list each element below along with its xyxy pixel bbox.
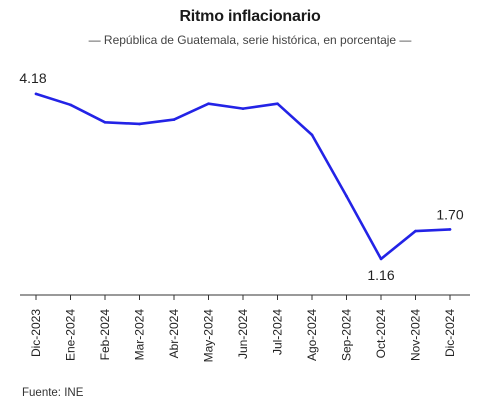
chart-subtitle: — República de Guatemala, serie históric… bbox=[88, 33, 412, 47]
data-point bbox=[172, 118, 176, 121]
x-tick-label: Nov-2024 bbox=[409, 309, 423, 361]
data-point bbox=[414, 229, 417, 233]
x-tick-label: Dic-2024 bbox=[443, 309, 457, 357]
x-tick-label: Feb-2024 bbox=[98, 309, 112, 361]
x-tick-label: May-2024 bbox=[202, 309, 216, 363]
data-point bbox=[448, 228, 452, 231]
x-tick-label: Jun-2024 bbox=[236, 309, 250, 359]
data-point bbox=[138, 122, 141, 126]
x-tick-label: Abr-2024 bbox=[167, 309, 181, 359]
data-point bbox=[241, 107, 245, 110]
source-note: Fuente: INE bbox=[22, 387, 84, 399]
data-point bbox=[276, 102, 279, 106]
x-tick-label: Ene-2024 bbox=[64, 309, 78, 361]
data-label: 1.70 bbox=[436, 206, 463, 222]
data-point bbox=[310, 133, 314, 137]
x-axis-tick-labels: Dic-2023 Ene-2024 Feb-2024 Mar-2024 Abr-2024… bbox=[29, 309, 457, 363]
x-axis-ticks bbox=[35, 295, 451, 300]
data-label: 1.16 bbox=[367, 267, 394, 283]
x-tick-label: Sep-2024 bbox=[340, 309, 354, 361]
x-tick-label: Dic-2023 bbox=[29, 309, 43, 357]
x-tick-label: Mar-2024 bbox=[133, 309, 147, 361]
chart-title: Ritmo inflacionario bbox=[179, 8, 321, 25]
x-tick-label: Jul-2024 bbox=[271, 309, 285, 355]
data-point bbox=[207, 102, 210, 106]
x-tick-label: Oct-2024 bbox=[374, 309, 388, 359]
series-line bbox=[34, 92, 452, 261]
series-points bbox=[34, 92, 452, 261]
data-point bbox=[34, 92, 38, 96]
data-point bbox=[345, 194, 348, 198]
data-labels: 4.18 1.16 1.70 bbox=[19, 70, 463, 283]
x-tick-label: Ago-2024 bbox=[305, 309, 319, 361]
data-point bbox=[103, 121, 107, 124]
data-label: 4.18 bbox=[19, 70, 46, 86]
data-point bbox=[69, 103, 72, 107]
data-point bbox=[379, 257, 383, 261]
